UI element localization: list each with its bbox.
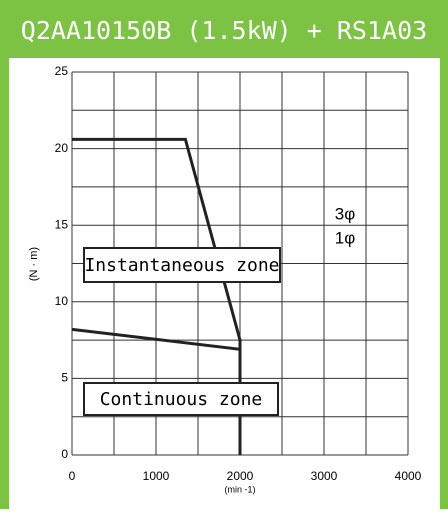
annotation: 3φ <box>335 204 355 223</box>
x-tick-label: 4000 <box>395 469 422 483</box>
right-border <box>440 58 448 509</box>
annotation: 1φ <box>335 228 355 247</box>
zone-label: Continuous zone <box>100 389 263 410</box>
y-tick-label: 20 <box>55 141 69 155</box>
zone-label: Instantaneous zone <box>84 255 279 276</box>
line <box>71 327 242 455</box>
header <box>0 0 448 58</box>
y-tick-label: 15 <box>55 217 69 231</box>
chart-title: Q2AA10150B (1.5kW) + RS1A03 <box>21 16 427 45</box>
y-tick-label: 10 <box>55 294 69 308</box>
x-tick-label: 1000 <box>143 469 170 483</box>
x-tick-label: 3000 <box>311 469 338 483</box>
x-tick-label: 2000 <box>227 469 254 483</box>
y-axis-label: (N · m) <box>28 247 40 281</box>
zone-box <box>83 247 281 283</box>
zone-box <box>83 382 279 416</box>
y-tick-label: 25 <box>55 64 69 78</box>
y-tick-label: 0 <box>61 447 68 461</box>
y-tick-label: 5 <box>61 371 68 385</box>
x-axis-label: (min -1) <box>225 484 256 494</box>
left-border <box>0 58 9 509</box>
x-tick-label: 0 <box>69 469 76 483</box>
